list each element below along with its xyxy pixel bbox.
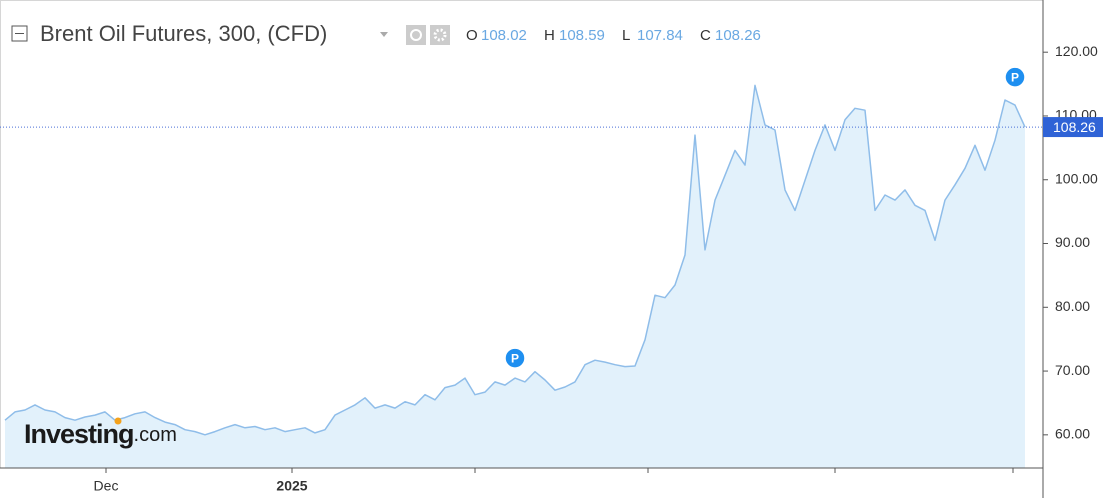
y-tick-label: 120.00 [1055,43,1098,59]
annotation-marker [1004,66,1026,88]
logo-dot [114,417,122,425]
ohlc-value: 108.02 [481,27,527,44]
annotation-label: P [511,351,519,365]
ohlc-key: O [466,27,478,44]
y-tick-label: 70.00 [1055,362,1090,378]
ohlc-value: 108.59 [559,27,605,44]
chart-title: Brent Oil Futures, 300, (CFD) [40,21,327,46]
dropdown-arrow[interactable] [380,32,388,37]
last-price-tag [1043,117,1103,138]
legend-header: Brent Oil Futures, 300, (CFD) [11,21,450,46]
annotation-marker [504,347,526,369]
ohlc-key: H [544,27,555,44]
settings-button[interactable] [430,25,450,45]
ohlc-key: C [700,27,711,44]
annotation-label: P [1011,70,1019,84]
y-tick-label: 90.00 [1055,234,1090,250]
y-tick-label: 60.00 [1055,426,1090,442]
eye-icon [410,29,422,41]
area-fill [5,85,1025,469]
plot-area [4,84,1026,469]
axis-panel-bottom [0,468,1043,498]
logo-suffix: .com [134,424,177,446]
x-tick-label: 2025 [276,478,307,494]
logo-brand: Investing [24,419,134,449]
y-tick-label: 100.00 [1055,170,1098,186]
y-tick-label: 80.00 [1055,298,1090,314]
logo: Investing.com [24,419,177,449]
ohlc-key: L [622,27,630,44]
last-price-label: 108.26 [1053,119,1096,135]
axis-panel [1043,0,1115,498]
gear-icon [433,28,447,42]
price-line [4,84,1026,436]
ohlc-value: 107.84 [637,27,683,44]
visibility-button[interactable] [406,25,426,45]
ohlc-value: 108.26 [715,27,761,44]
x-tick-label: Dec [94,478,119,494]
